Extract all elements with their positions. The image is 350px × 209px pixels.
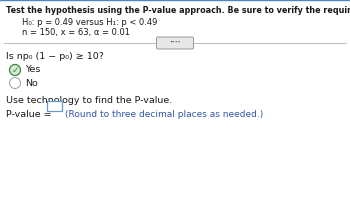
Text: Use technology to find the P-value.: Use technology to find the P-value. (6, 96, 172, 105)
Text: Is np₀ (1 − p₀) ≥ 10?: Is np₀ (1 − p₀) ≥ 10? (6, 52, 104, 61)
Text: ✓: ✓ (11, 65, 19, 74)
Circle shape (9, 65, 21, 75)
Text: No: No (25, 79, 38, 88)
FancyBboxPatch shape (47, 101, 62, 111)
Text: n = 150, x = 63, α = 0.01: n = 150, x = 63, α = 0.01 (22, 28, 130, 37)
Text: P-value =: P-value = (6, 110, 55, 119)
Text: H₀: p = 0.49 versus H₁: p < 0.49: H₀: p = 0.49 versus H₁: p < 0.49 (22, 18, 158, 27)
Text: (Round to three decimal places as needed.): (Round to three decimal places as needed… (65, 110, 263, 119)
FancyBboxPatch shape (156, 37, 194, 49)
Text: Test the hypothesis using the P-value approach. Be sure to verify the requiremen: Test the hypothesis using the P-value ap… (6, 6, 350, 15)
Text: ····: ···· (169, 38, 181, 47)
Circle shape (9, 78, 21, 88)
Text: Yes: Yes (25, 65, 40, 74)
